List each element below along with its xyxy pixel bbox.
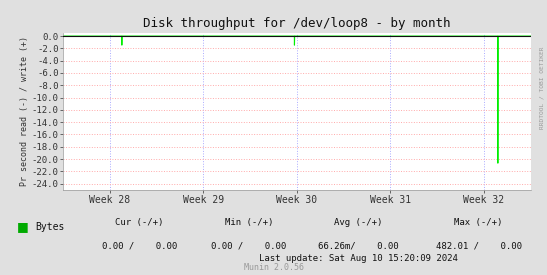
Text: Last update: Sat Aug 10 15:20:09 2024: Last update: Sat Aug 10 15:20:09 2024	[259, 254, 458, 263]
Text: Bytes: Bytes	[36, 222, 65, 232]
Text: Avg (-/+): Avg (-/+)	[334, 218, 382, 227]
Text: 482.01 /    0.00: 482.01 / 0.00	[435, 242, 522, 251]
Text: 66.26m/    0.00: 66.26m/ 0.00	[318, 242, 399, 251]
Title: Disk throughput for /dev/loop8 - by month: Disk throughput for /dev/loop8 - by mont…	[143, 17, 451, 31]
Text: Min (-/+): Min (-/+)	[225, 218, 273, 227]
Text: 0.00 /    0.00: 0.00 / 0.00	[102, 242, 177, 251]
Text: Max (-/+): Max (-/+)	[455, 218, 503, 227]
Text: Cur (-/+): Cur (-/+)	[115, 218, 164, 227]
Text: Munin 2.0.56: Munin 2.0.56	[243, 263, 304, 272]
Text: ■: ■	[16, 220, 28, 233]
Y-axis label: Pr second read (-) / write (+): Pr second read (-) / write (+)	[20, 36, 29, 186]
Text: 0.00 /    0.00: 0.00 / 0.00	[211, 242, 287, 251]
Text: RRDTOOL / TOBI OETIKER: RRDTOOL / TOBI OETIKER	[539, 47, 544, 129]
